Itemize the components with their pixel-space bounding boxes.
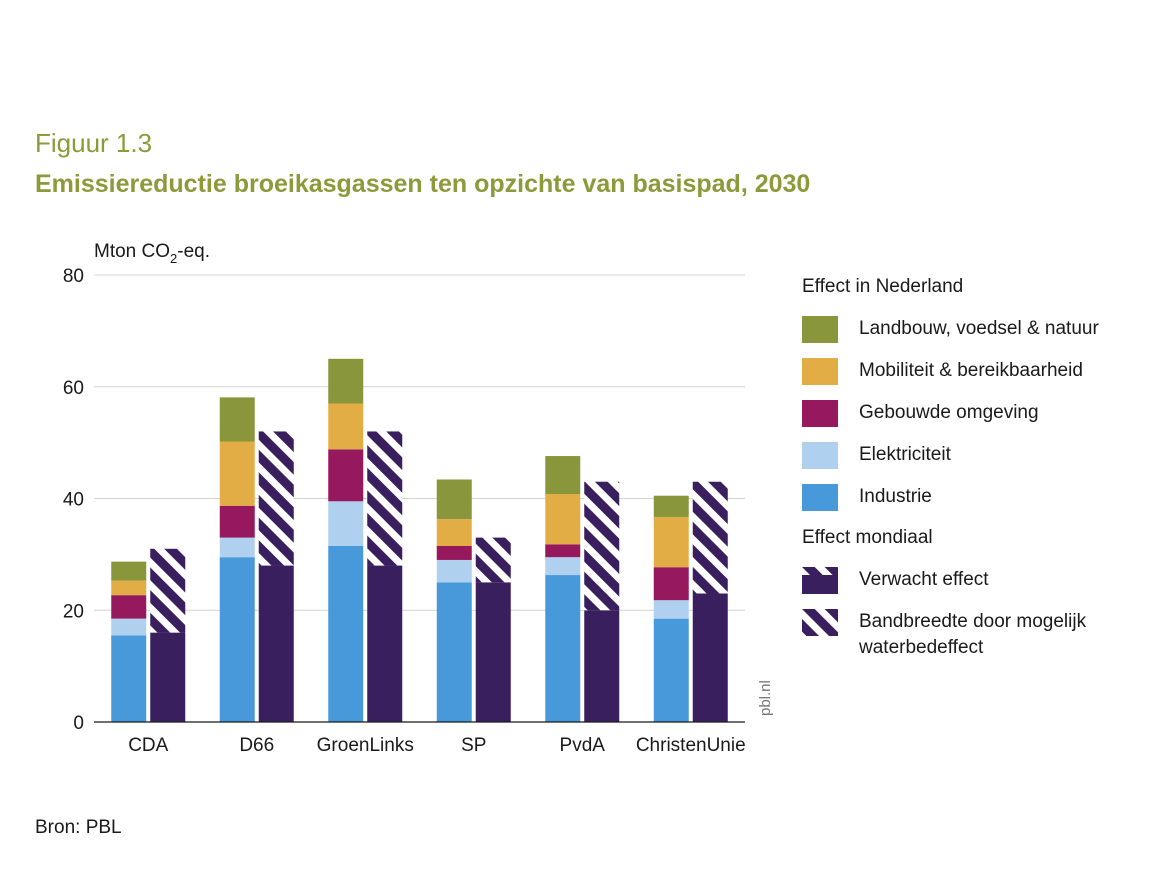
legend-swatch-gebouwde: [802, 400, 838, 427]
bar-segment-gebouwde: [219, 505, 255, 538]
bar-mondiaal-verwacht: [584, 610, 620, 722]
bar-segment-gebouwde: [436, 545, 472, 560]
gridlines: [94, 274, 745, 611]
bar-mondiaal-verwacht: [150, 632, 186, 722]
legend-label: Elektriciteit: [859, 444, 951, 465]
legend-label: Landbouw, voedsel & natuur: [859, 318, 1099, 339]
bar-mondiaal-bandbreedte: [692, 481, 728, 594]
bar-mondiaal-verwacht: [475, 582, 511, 722]
legend-swatch-industrie: [802, 484, 838, 511]
bars: [111, 358, 728, 722]
bar-segment-industrie: [653, 618, 689, 722]
bar-mondiaal-verwacht: [258, 565, 294, 722]
legend-swatch-bandbreedte: [802, 609, 838, 636]
bar-segment-industrie: [111, 635, 147, 722]
y-tick-label: 0: [73, 713, 84, 734]
y-tick-label: 40: [63, 490, 84, 511]
x-tick-label: PvdA: [560, 735, 606, 756]
x-tick-label: CDA: [128, 735, 168, 756]
legend-item-gebouwde: Gebouwde omgeving: [802, 400, 1162, 427]
x-axis: CDA D66 GroenLinks SP PvdA ChristenUnie: [128, 735, 745, 756]
legend-label: Industrie: [859, 486, 932, 507]
legend-heading-world: Effect mondiaal: [802, 527, 933, 548]
watermark: pbl.nl: [757, 680, 774, 716]
y-axis-label: Mton CO2-eq.: [94, 241, 210, 266]
bar-segment-elektriciteit: [219, 537, 255, 558]
legend-label: Verwacht effect: [859, 569, 989, 590]
figure-label: Figuur 1.3: [35, 128, 153, 158]
legend-item-industrie: Industrie: [802, 484, 1162, 511]
bar-segment-elektriciteit: [653, 600, 689, 619]
y-tick-label: 20: [63, 601, 84, 622]
bar-segment-elektriciteit: [436, 559, 472, 583]
bar-segment-landbouw: [653, 495, 689, 517]
legend-item-bandbreedte: Bandbreedte door mogelijk waterbedeffect: [802, 609, 1162, 661]
bar-segment-mobiliteit: [219, 441, 255, 506]
bar-segment-industrie: [219, 557, 255, 722]
bar-segment-landbouw: [111, 561, 147, 581]
y-tick-label: 80: [63, 266, 84, 287]
bar-segment-landbouw: [436, 479, 472, 520]
legend-swatch-mobiliteit: [802, 358, 838, 385]
legend-item-mobiliteit: Mobiliteit & bereikbaarheid: [802, 358, 1162, 385]
legend-swatch-landbouw: [802, 316, 838, 343]
bar-segment-gebouwde: [111, 595, 147, 619]
y-axis: 0 20 40 60 80: [63, 266, 84, 734]
bar-segment-gebouwde: [545, 544, 581, 558]
legend-swatch-elektriciteit: [802, 442, 838, 469]
y-tick-label: 60: [63, 378, 84, 399]
bar-mondiaal-bandbreedte: [584, 481, 620, 611]
x-tick-label: ChristenUnie: [636, 735, 746, 756]
bar-segment-landbouw: [328, 358, 364, 404]
bar-segment-industrie: [328, 545, 364, 722]
bar-segment-industrie: [545, 575, 581, 722]
bar-segment-mobiliteit: [545, 494, 581, 545]
bar-segment-mobiliteit: [328, 403, 364, 450]
bar-segment-mobiliteit: [653, 516, 689, 568]
bar-mondiaal-bandbreedte: [475, 537, 511, 583]
bar-segment-elektriciteit: [545, 557, 581, 576]
bar-segment-landbouw: [219, 397, 255, 442]
bar-mondiaal-verwacht: [692, 593, 728, 722]
legend-label: Mobiliteit & bereikbaarheid: [859, 360, 1083, 381]
source-note: Bron: PBL: [35, 817, 122, 838]
bar-segment-elektriciteit: [328, 501, 364, 546]
legend-label: Bandbreedte door mogelijk waterbedeffect: [859, 611, 1087, 658]
legend-heading-nl: Effect in Nederland: [802, 276, 964, 297]
bar-segment-mobiliteit: [436, 519, 472, 546]
legend-item-verwacht: Verwacht effect: [802, 567, 1162, 594]
legend-item-landbouw: Landbouw, voedsel & natuur: [802, 316, 1162, 343]
bar-mondiaal-bandbreedte: [258, 431, 294, 566]
bar-segment-landbouw: [545, 456, 581, 495]
bar-segment-elektriciteit: [111, 618, 147, 636]
x-tick-label: SP: [461, 735, 486, 756]
legend-swatch-verwacht: [802, 567, 838, 594]
chart-title: Emissiereductie broeikasgassen ten opzic…: [35, 170, 811, 198]
legend: Effect in Nederland Landbouw, voedsel & …: [802, 276, 1162, 676]
bar-segment-mobiliteit: [111, 580, 147, 596]
bar-mondiaal-verwacht: [367, 565, 403, 722]
legend-label: Gebouwde omgeving: [859, 402, 1039, 423]
bar-segment-gebouwde: [328, 449, 364, 502]
bar-mondiaal-bandbreedte: [150, 548, 186, 633]
bar-segment-industrie: [436, 582, 472, 722]
legend-item-elektriciteit: Elektriciteit: [802, 442, 1162, 469]
x-tick-label: D66: [239, 735, 274, 756]
bar-mondiaal-bandbreedte: [367, 431, 403, 566]
x-tick-label: GroenLinks: [317, 735, 414, 756]
bar-segment-gebouwde: [653, 567, 689, 601]
